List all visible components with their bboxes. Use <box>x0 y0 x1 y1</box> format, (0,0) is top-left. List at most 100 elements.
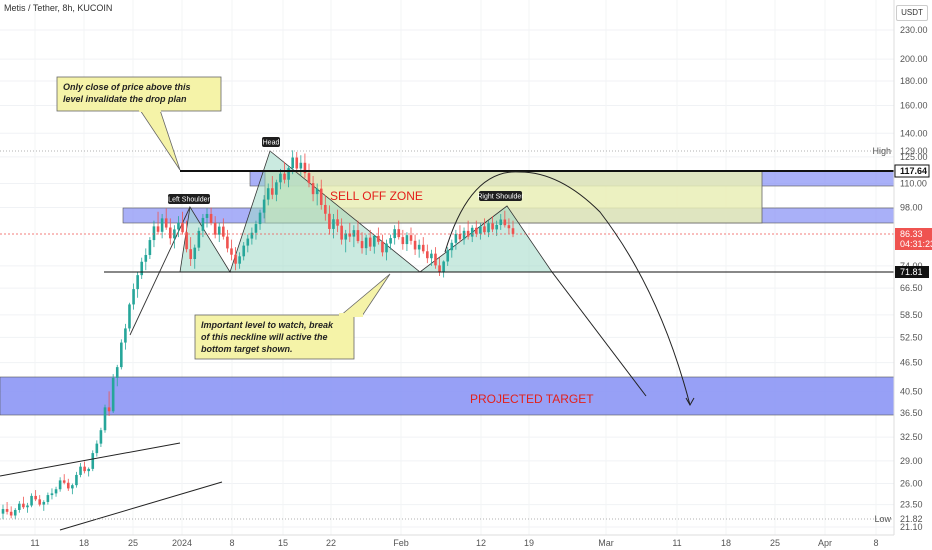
candle-body <box>62 480 66 483</box>
candle-body <box>156 226 160 232</box>
left-shoulder-tag <box>168 194 210 204</box>
head-label: Head <box>263 140 280 147</box>
note-top-box <box>56 76 222 112</box>
candle-body <box>275 182 278 195</box>
candle-body <box>34 495 37 500</box>
invalidation-price-tag <box>894 164 930 178</box>
right-shoulder-label: Right Shoulder <box>477 194 524 201</box>
note-top-pointer <box>139 109 181 171</box>
price-tick-label: 36.50 <box>900 408 923 418</box>
invalidation-price-value: 117.64 <box>900 166 927 176</box>
candle-body <box>1 509 5 514</box>
note-bottom-line-2: of this neckline will active the <box>201 332 328 342</box>
current-price-value: 86.33 <box>900 229 923 239</box>
price-tick-label: 125.00 <box>900 152 928 162</box>
pattern-layer <box>129 150 553 336</box>
note-top-line-1: Only close of price above this <box>63 82 191 92</box>
candle-body <box>160 218 164 232</box>
head-tag <box>262 137 280 147</box>
candle-body <box>136 275 139 290</box>
candle-body <box>46 495 50 502</box>
price-axis[interactable]: 230.00 200.00 180.00 160.00 140.00 125.00 110.… <box>872 0 932 550</box>
time-label: 11 <box>30 538 39 548</box>
candle-body <box>30 495 33 506</box>
candle-body <box>336 219 339 226</box>
candle-body <box>99 430 103 444</box>
currency-label: USDT <box>901 8 923 17</box>
price-tick-label: 66.50 <box>900 283 923 293</box>
candle-body <box>54 489 58 494</box>
candle-body <box>299 162 303 169</box>
candle-body <box>385 243 388 253</box>
candle-body <box>140 261 144 276</box>
candle-body <box>177 222 180 230</box>
candle-body <box>491 223 494 230</box>
candle-body <box>124 328 127 343</box>
candle-body <box>450 242 454 251</box>
candle-body <box>209 213 213 223</box>
price-tick-label: 74.00 <box>900 261 923 271</box>
candle-body <box>381 241 384 253</box>
candle-body <box>173 229 176 239</box>
high-label: High <box>872 146 891 156</box>
time-label: 19 <box>524 538 534 548</box>
candle-body <box>507 225 511 229</box>
candle-body <box>226 236 229 249</box>
candle-body <box>42 501 46 505</box>
candle-body <box>111 377 115 412</box>
candle-body <box>222 226 225 237</box>
candle-body <box>315 188 319 195</box>
high-value: 129.00 <box>900 146 928 156</box>
price-tick-label: 58.50 <box>900 310 923 320</box>
time-label: 2024 <box>172 538 192 548</box>
candle-body <box>393 229 396 239</box>
candle-body <box>368 237 372 247</box>
time-label: 8 <box>873 538 878 548</box>
candle-body <box>401 237 405 245</box>
candle-body <box>266 188 270 200</box>
candle-body <box>91 453 95 469</box>
time-axis[interactable]: 11 18 25 2024 8 15 22 Feb 12 19 Mar 11 18 25 Apr 8 <box>0 534 932 550</box>
candle-body <box>417 244 421 250</box>
sell-off-zone-label: SELL OFF ZONE <box>330 189 423 203</box>
left-trendline <box>129 206 191 336</box>
low-label: Low <box>874 514 891 524</box>
neckline-price-value: 71.81 <box>900 267 923 277</box>
time-label: 15 <box>278 538 288 548</box>
candle-body <box>148 240 152 255</box>
candle-body <box>107 407 111 412</box>
candle-body <box>356 230 360 242</box>
price-tick-label: 40.50 <box>900 386 923 396</box>
candle-body <box>197 230 201 248</box>
candle-body <box>128 304 131 329</box>
candle-body <box>79 466 82 475</box>
price-tick-label: 23.50 <box>900 500 923 510</box>
candle-body <box>499 219 503 225</box>
time-label: Feb <box>393 538 409 548</box>
currency-button[interactable]: USDT <box>896 5 928 21</box>
price-tick-label: 46.50 <box>900 358 923 368</box>
candle-body <box>205 213 209 218</box>
candle-body <box>511 228 515 234</box>
candle-body <box>454 233 458 243</box>
candle-body <box>50 493 54 496</box>
price-tick-label: 160.00 <box>900 101 928 111</box>
time-label: 11 <box>672 538 681 548</box>
candle-body <box>332 219 335 229</box>
candle-body <box>495 224 498 230</box>
current-price-tag <box>895 228 932 250</box>
candle-body <box>201 217 205 231</box>
candle-body <box>9 511 13 516</box>
time-label: Mar <box>598 538 614 548</box>
candle-body <box>340 225 343 240</box>
neckline-price-tag <box>895 266 929 278</box>
candle-body <box>22 503 25 508</box>
candle-body <box>83 466 86 472</box>
candle-body <box>115 367 119 378</box>
candle-body <box>474 227 478 234</box>
candle-body <box>430 253 433 259</box>
candle-body <box>75 474 78 486</box>
right-shoulder-tag <box>479 191 522 201</box>
